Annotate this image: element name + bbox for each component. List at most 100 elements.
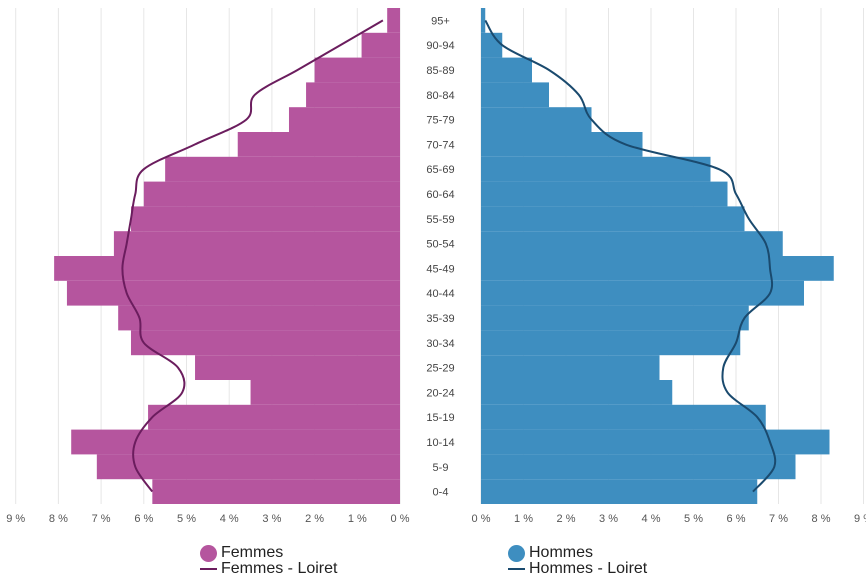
x-tick-label-left: 1 %: [348, 513, 367, 525]
age-group-label: 20-24: [426, 387, 454, 399]
age-group-label: 10-14: [426, 437, 454, 449]
x-tick-label-left: 5 %: [177, 513, 196, 525]
age-group-labels: 0-4 5-9 10-14 15-19 20-24 25-29 30-34 35-39 40-4…: [426, 15, 454, 498]
bar-femmes[interactable]: [306, 82, 400, 108]
x-tick-label-left: 8 %: [49, 513, 68, 525]
x-tick-label-right: 2 %: [557, 513, 576, 525]
x-tick-label-left: 2 %: [305, 513, 324, 525]
bar-femmes[interactable]: [113, 231, 400, 256]
x-tick-label-right: 9 %: [854, 513, 866, 525]
bar-femmes[interactable]: [387, 8, 400, 33]
bar-hommes[interactable]: [481, 454, 796, 480]
age-group-label: 85-89: [426, 65, 454, 77]
bar-hommes[interactable]: [481, 82, 549, 108]
bar-femmes[interactable]: [54, 256, 400, 281]
bar-femmes[interactable]: [143, 181, 401, 207]
bar-femmes[interactable]: [314, 57, 400, 83]
bar-femmes[interactable]: [118, 305, 401, 331]
bar-hommes[interactable]: [481, 330, 741, 356]
bar-femmes[interactable]: [148, 404, 400, 430]
bar-hommes[interactable]: [481, 206, 745, 232]
legend-dot-icon: [508, 544, 525, 562]
legend-label-hommes: Hommes: [529, 544, 594, 561]
bar-hommes[interactable]: [481, 156, 711, 182]
age-group-label: 95+: [431, 15, 450, 27]
age-group-label: 35-39: [426, 313, 454, 325]
bar-femmes[interactable]: [237, 132, 400, 157]
bar-femmes[interactable]: [165, 156, 400, 182]
bar-femmes[interactable]: [130, 206, 401, 232]
bar-hommes[interactable]: [481, 132, 643, 157]
x-tick-label-right: 3 %: [599, 513, 618, 525]
x-tick-label-left: 9 %: [6, 513, 25, 525]
bar-hommes[interactable]: [481, 256, 834, 281]
bar-hommes[interactable]: [481, 32, 503, 58]
age-group-label: 15-19: [426, 412, 454, 424]
bar-hommes[interactable]: [481, 280, 804, 306]
bar-hommes[interactable]: [481, 231, 783, 256]
age-group-label: 0-4: [433, 487, 449, 499]
age-group-label: 45-49: [426, 263, 454, 275]
legend-line-icon: [508, 568, 525, 570]
bar-hommes[interactable]: [481, 380, 673, 405]
bar-hommes[interactable]: [481, 181, 728, 207]
age-group-label: 50-54: [426, 239, 454, 251]
line-femmes-loiret[interactable]: [121, 19, 384, 493]
age-group-label: 55-59: [426, 214, 454, 226]
bars: [54, 8, 834, 504]
bar-hommes[interactable]: [481, 57, 532, 83]
legend-line-icon: [200, 568, 217, 570]
x-tick-label-left: 0 %: [391, 513, 410, 525]
legend-label-femmes-loiret: Femmes - Loiret: [221, 560, 338, 577]
bar-femmes[interactable]: [361, 32, 400, 58]
x-tick-label-right: 1 %: [514, 513, 533, 525]
legend-dot-icon: [200, 544, 217, 562]
x-tick-label-right: 0 %: [472, 513, 491, 525]
x-axis-ticks: 9 % 8 % 7 % 6 % 5 % 4 % 3 % 2 % 1 % 0 % 0 % 1 % 2 % 3…: [6, 513, 866, 525]
legend-item-femmes-loiret[interactable]: Femmes - Loiret: [200, 561, 337, 577]
reference-lines: [121, 19, 777, 493]
legend-item-hommes[interactable]: Hommes: [508, 544, 647, 562]
legend-label-femmes: Femmes: [221, 544, 284, 561]
bar-femmes[interactable]: [130, 330, 401, 356]
bar-hommes[interactable]: [481, 305, 749, 331]
age-group-label: 65-69: [426, 164, 454, 176]
bar-hommes[interactable]: [481, 355, 660, 380]
x-tick-label-right: 6 %: [727, 513, 746, 525]
age-group-label: 75-79: [426, 115, 454, 127]
x-tick-label-right: 8 %: [812, 513, 831, 525]
legend-hommes: Hommes Hommes - Loiret: [508, 544, 647, 577]
bar-femmes[interactable]: [96, 454, 400, 480]
bar-femmes[interactable]: [66, 280, 400, 306]
bar-hommes[interactable]: [481, 429, 830, 455]
bar-femmes[interactable]: [71, 429, 401, 455]
bar-hommes[interactable]: [481, 107, 592, 132]
legend-label-hommes-loiret: Hommes - Loiret: [529, 560, 648, 577]
legend-femmes: Femmes Femmes - Loiret: [200, 544, 337, 577]
bar-femmes[interactable]: [195, 355, 400, 380]
x-tick-label-right: 7 %: [769, 513, 788, 525]
x-tick-label-right: 5 %: [684, 513, 703, 525]
x-tick-label-left: 6 %: [134, 513, 153, 525]
legend-item-femmes[interactable]: Femmes: [200, 544, 337, 562]
bar-femmes[interactable]: [250, 380, 400, 405]
line-hommes-loiret[interactable]: [484, 19, 777, 493]
age-group-label: 90-94: [426, 40, 454, 52]
bar-hommes[interactable]: [481, 404, 766, 430]
bar-femmes[interactable]: [152, 479, 400, 504]
legend-item-hommes-loiret[interactable]: Hommes - Loiret: [508, 561, 647, 577]
bar-hommes[interactable]: [481, 8, 486, 33]
age-group-label: 40-44: [426, 288, 454, 300]
age-group-label: 5-9: [433, 462, 449, 474]
x-tick-label-left: 4 %: [220, 513, 239, 525]
x-tick-label-left: 7 %: [92, 513, 111, 525]
age-group-label: 30-34: [426, 338, 454, 350]
age-group-label: 25-29: [426, 363, 454, 375]
age-group-label: 70-74: [426, 139, 454, 151]
x-tick-label-right: 4 %: [642, 513, 661, 525]
age-group-label: 80-84: [426, 90, 454, 102]
bar-femmes[interactable]: [288, 107, 400, 132]
bar-hommes[interactable]: [481, 479, 758, 504]
age-group-label: 60-64: [426, 189, 454, 201]
